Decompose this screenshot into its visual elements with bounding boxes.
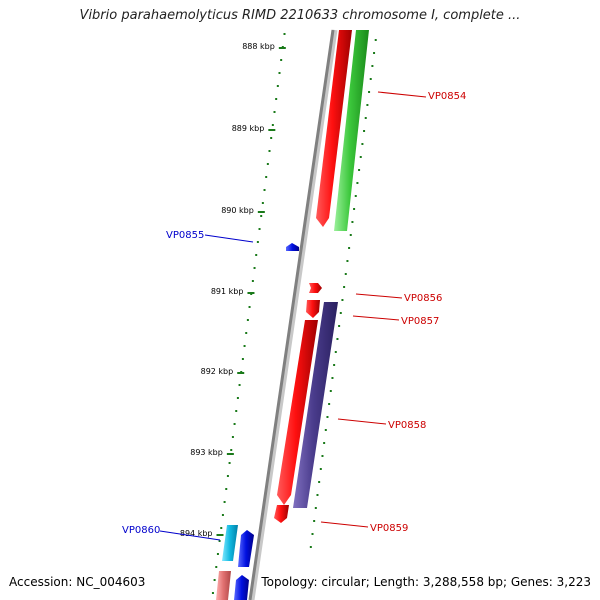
- gene-label-vp0855[interactable]: VP0855: [166, 230, 204, 241]
- gene-lower-blue[interactable]: [234, 575, 249, 600]
- callout-vp0860: [159, 530, 221, 541]
- scale-ticks: 888 kbp 889 kbp 890 kbp 891 kbp 892 kbp 893 k…: [180, 33, 377, 594]
- gene-label-vp0860[interactable]: VP0860: [122, 525, 160, 536]
- callout-vp0856: [355, 293, 403, 299]
- gene-label-vp0858[interactable]: VP0858: [388, 420, 426, 431]
- gene-lower-pink[interactable]: [216, 571, 231, 600]
- gene-label-vp0859[interactable]: VP0859: [370, 523, 408, 534]
- callout-vp0855: [204, 234, 254, 243]
- map-title: Vibrio parahaemolyticus RIMD 2210633 chr…: [79, 8, 521, 23]
- gene-vp0858[interactable]: [293, 302, 338, 508]
- gene-vp0854[interactable]: [334, 30, 369, 231]
- gene-vp0854-red-segment[interactable]: [316, 30, 352, 227]
- backbone: [248, 29, 335, 600]
- tick-label: 891 kbp: [211, 287, 244, 296]
- gene-vp0857[interactable]: [306, 300, 320, 318]
- callout-vp0854: [377, 91, 427, 98]
- gene-label-vp0854[interactable]: VP0854: [428, 91, 466, 102]
- gene-label-vp0856[interactable]: VP0856: [404, 293, 442, 304]
- gene-vp0856[interactable]: [309, 283, 322, 293]
- tick-label: 892 kbp: [201, 367, 234, 376]
- gene-vp0859[interactable]: [274, 320, 318, 523]
- tick-label: 889 kbp: [232, 124, 265, 133]
- tick-label: 890 kbp: [221, 206, 254, 215]
- gene-label-vp0857[interactable]: VP0857: [401, 316, 439, 327]
- callout-vp0857: [352, 315, 400, 321]
- callout-vp0858: [337, 418, 387, 425]
- genome-summary: Topology: circular; Length: 3,288,558 bp…: [261, 575, 591, 589]
- accession-label: Accession: NC_004603: [9, 575, 146, 589]
- gene-vp0855[interactable]: [286, 243, 299, 251]
- tick-label: 893 kbp: [190, 448, 223, 457]
- gene-vp0860[interactable]: [222, 525, 254, 567]
- tick-label: 888 kbp: [242, 42, 275, 51]
- tick-label: 894 kbp: [180, 529, 213, 538]
- callout-vp0859: [320, 521, 369, 528]
- backbone-shadow: [249, 29, 338, 600]
